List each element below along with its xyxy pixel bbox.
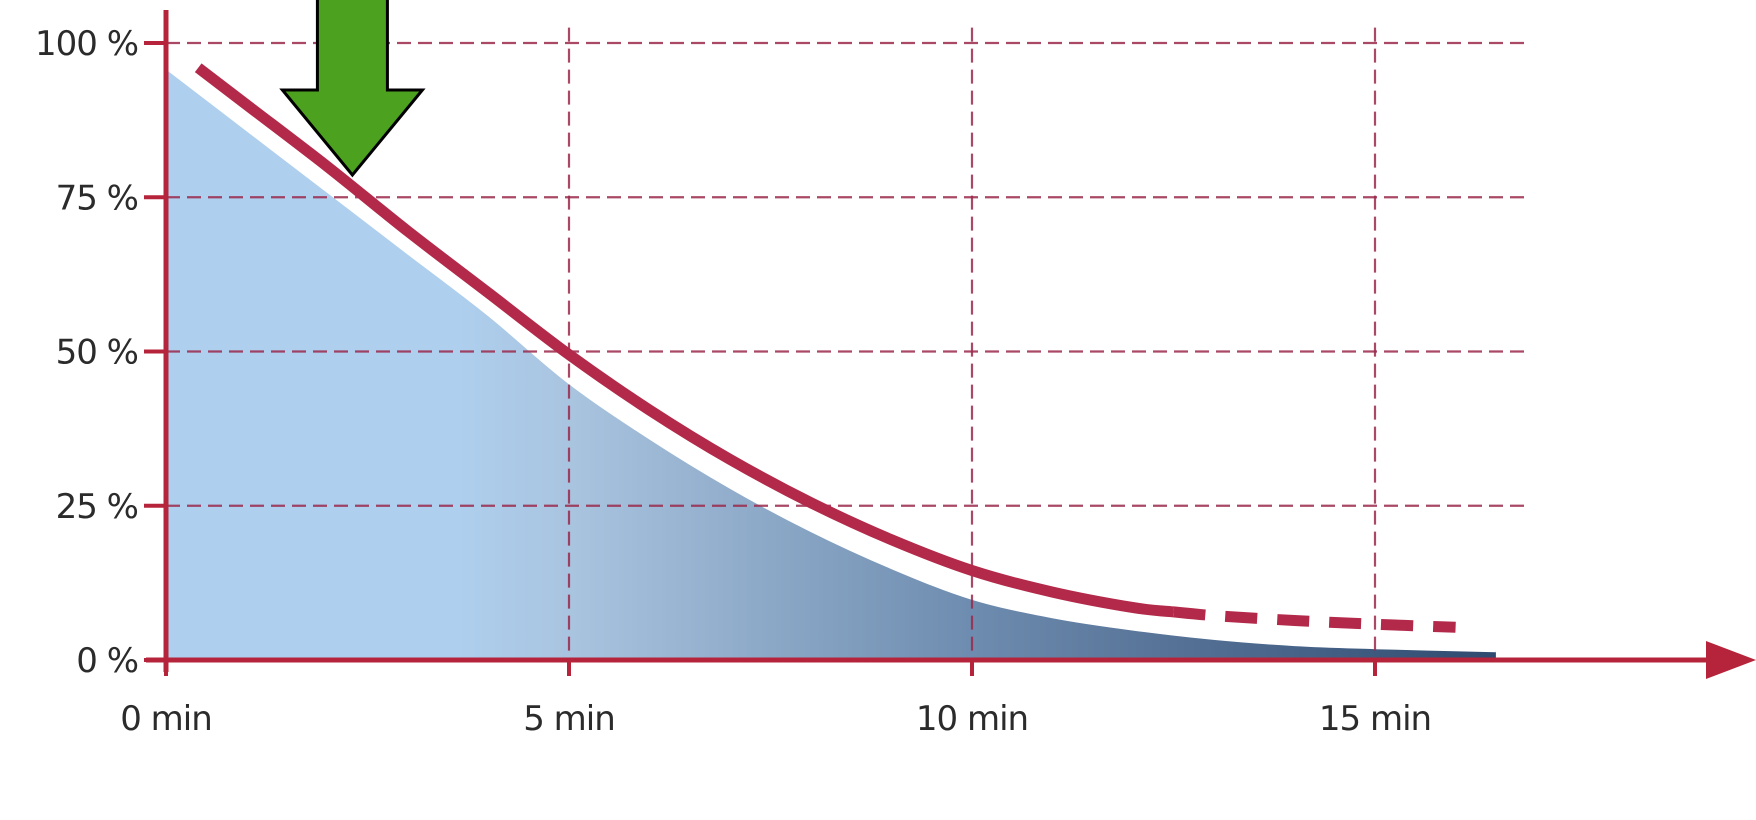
curve-solid	[194, 63, 1175, 618]
y-tick-label: 0 %	[76, 641, 138, 681]
x-tick-label: 15 min	[1319, 699, 1431, 739]
x-tick-label: 10 min	[916, 699, 1028, 739]
x-tick-label: 0 min	[120, 699, 212, 739]
x-axis-arrowhead	[1706, 641, 1756, 679]
arrow-down-icon	[279, 0, 426, 178]
curve-dashed	[1172, 606, 1456, 633]
x-tick-label: 5 min	[523, 699, 615, 739]
area-fill	[166, 67, 1496, 660]
area-edge	[165, 66, 1496, 653]
y-tick-label: 25 %	[56, 487, 138, 527]
y-tick-label: 50 %	[56, 333, 138, 373]
y-tick-label: 75 %	[56, 178, 138, 218]
y-tick-label: 100 %	[35, 24, 138, 64]
